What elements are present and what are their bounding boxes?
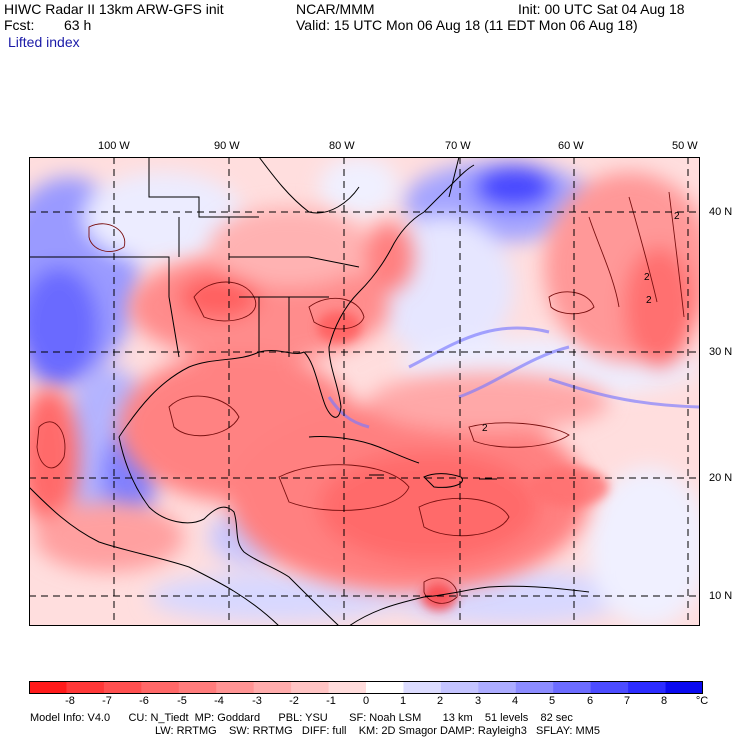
- organization: NCAR/MMM: [296, 1, 375, 17]
- lon-label: 60 W: [558, 140, 584, 152]
- contour-label: 2: [646, 295, 652, 306]
- colorbar-cell: [590, 681, 629, 694]
- colorbar-tick: -7: [102, 695, 112, 707]
- map-frame: [29, 157, 700, 626]
- colorbar-tick: 5: [548, 695, 556, 707]
- lon-label: 100 W: [98, 140, 130, 152]
- colorbar-cell: [216, 681, 255, 694]
- colorbar-cell: [478, 681, 517, 694]
- colorbar-cell: [440, 681, 479, 694]
- colorbar-tick: 0: [362, 695, 370, 707]
- colorbar-tick: 1: [399, 695, 407, 707]
- colorbar-cell: [103, 681, 142, 694]
- lon-label: 80 W: [329, 140, 355, 152]
- forecast-label: Fcst:: [4, 17, 35, 33]
- forecast-hour: 63 h: [64, 17, 92, 33]
- lon-label: 70 W: [445, 140, 471, 152]
- colorbar-tick: 7: [623, 695, 631, 707]
- lifted-index-map: 2 2 2 2: [29, 157, 700, 626]
- contour-label: 2: [482, 423, 488, 434]
- colorbar-tick: 4: [511, 695, 519, 707]
- model-info-line1: Model Info: V4.0 CU: N_Tiedt MP: Goddard…: [30, 712, 573, 724]
- model-info-line2: LW: RRTMG SW: RRTMG DIFF: full KM: 2D Sm…: [155, 725, 600, 737]
- colorbar-tick: -5: [177, 695, 187, 707]
- contour-label: 2: [674, 211, 680, 222]
- colorbar-cell: [291, 681, 330, 694]
- colorbar-tick: -1: [326, 695, 336, 707]
- field-name: Lifted index: [8, 34, 80, 50]
- colorbar-ticks: -8 -7 -6 -5 -4 -3 -2 -1 0 1 2 3 4 5 6 7 …: [0, 695, 740, 709]
- lat-label: 10 N: [709, 590, 733, 602]
- colorbar: [29, 681, 703, 694]
- colorbar-tick: 6: [586, 695, 594, 707]
- init-time: Init: 00 UTC Sat 04 Aug 18: [518, 1, 685, 17]
- lifted-index-shading: [29, 157, 700, 626]
- colorbar-cell: [366, 681, 404, 694]
- lat-label: 40 N: [709, 206, 733, 218]
- valid-time: Valid: 15 UTC Mon 06 Aug 18 (11 EDT Mon …: [296, 17, 638, 33]
- colorbar-cell: [628, 681, 667, 694]
- coastlines: [29, 157, 590, 626]
- colorbar-cell: [178, 681, 217, 694]
- lat-label: 20 N: [709, 472, 733, 484]
- contour-label: 2: [644, 272, 650, 283]
- colorbar-cell: [665, 681, 703, 694]
- colorbar-cell: [66, 681, 105, 694]
- colorbar-unit: °C: [695, 695, 709, 707]
- colorbar-cell: [29, 681, 67, 694]
- colorbar-cell: [553, 681, 592, 694]
- lon-label: 90 W: [214, 140, 240, 152]
- colorbar-tick: 3: [474, 695, 482, 707]
- colorbar-tick: -6: [139, 695, 149, 707]
- graticule: [29, 157, 700, 626]
- colorbar-cell: [141, 681, 180, 694]
- model-title: HIWC Radar II 13km ARW-GFS init: [4, 1, 224, 17]
- colorbar-tick: -3: [252, 695, 262, 707]
- lat-label: 30 N: [709, 346, 733, 358]
- colorbar-tick: 2: [436, 695, 444, 707]
- colorbar-cell: [328, 681, 367, 694]
- colorbar-tick: 8: [660, 695, 668, 707]
- lon-label: 50 W: [672, 140, 698, 152]
- colorbar-tick: -4: [214, 695, 224, 707]
- colorbar-tick: -8: [65, 695, 75, 707]
- colorbar-cell: [253, 681, 292, 694]
- colorbar-cell: [515, 681, 554, 694]
- colorbar-cell: [403, 681, 442, 694]
- colorbar-tick: -2: [289, 695, 299, 707]
